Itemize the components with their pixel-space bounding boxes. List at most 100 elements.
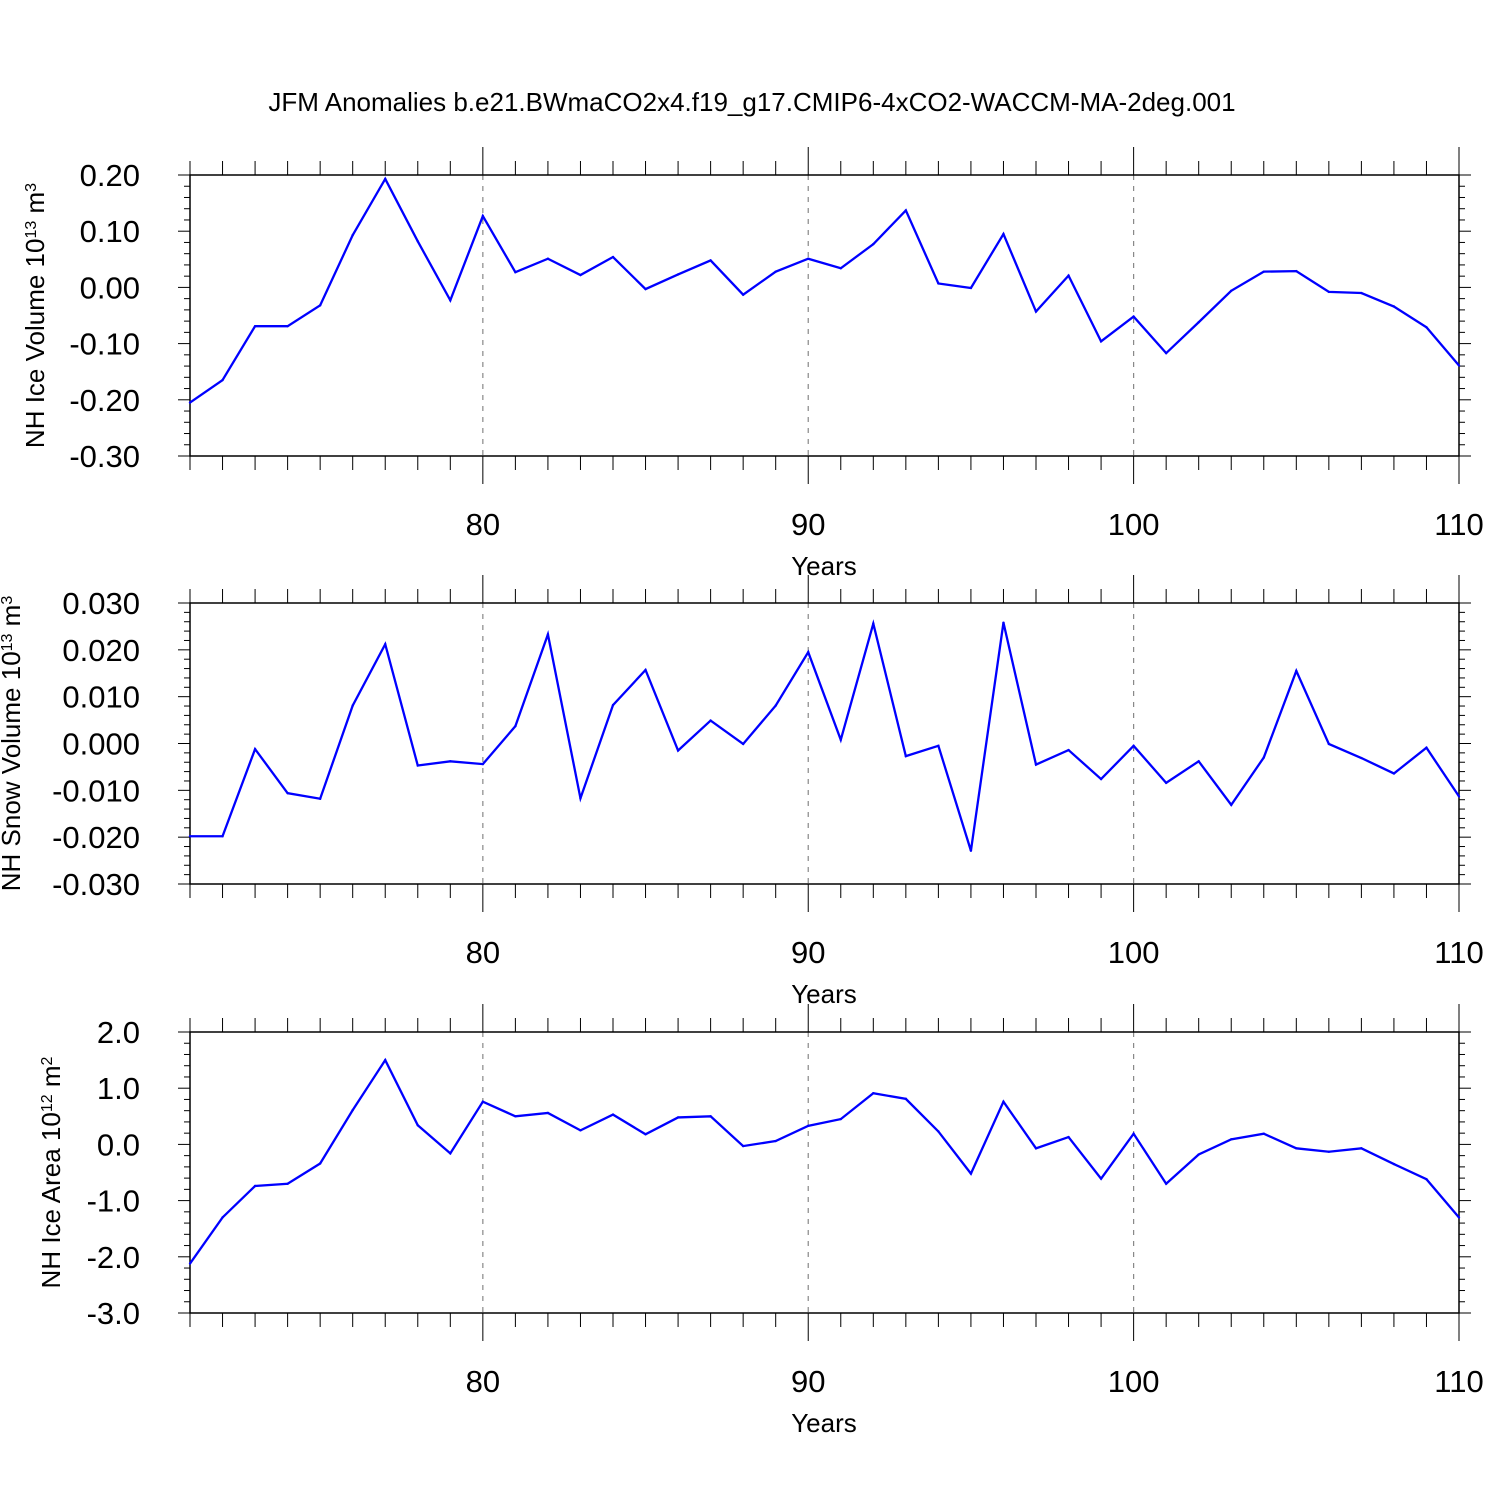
data-point	[774, 704, 777, 707]
data-point	[351, 704, 354, 707]
data-point	[1099, 340, 1103, 343]
data-point	[286, 791, 289, 795]
data-point	[579, 1129, 582, 1132]
y-tick-label: 0.010	[62, 680, 140, 715]
x-tick-label: 90	[791, 507, 825, 542]
y-tick-label: -0.10	[69, 327, 140, 362]
data-point	[1230, 803, 1233, 807]
data-point	[644, 287, 647, 291]
y-tick-label: -0.010	[52, 773, 140, 808]
series-line	[190, 619, 1460, 852]
data-point	[1067, 274, 1070, 277]
chart-panel-3: 80 90 100 110 Years -3.0 -2.0 -1.0 0.0 1.0 2.0 NH I…	[36, 1004, 1484, 1438]
y-tick-label: 0.10	[80, 214, 140, 249]
data-point	[253, 1184, 257, 1188]
data-point	[644, 1133, 647, 1136]
data-point	[741, 742, 745, 746]
data-point	[1034, 1147, 1038, 1150]
data-point	[221, 1216, 224, 1219]
data-point	[839, 267, 842, 270]
x-tick-label: 110	[1434, 935, 1483, 970]
data-point	[221, 378, 224, 382]
data-point	[774, 270, 777, 273]
plot-frame	[189, 174, 1460, 457]
data-point	[937, 282, 940, 285]
data-point	[1132, 744, 1135, 748]
data-point	[937, 1130, 940, 1133]
data-point	[1197, 760, 1200, 763]
data-point	[807, 650, 810, 654]
chart-panel-1: 80 90 100 110 Years -0.30 -0.20 -0.10 0.00 0.10 0.…	[20, 147, 1484, 581]
data-point	[1327, 290, 1331, 294]
y-tick-label: -1.0	[87, 1184, 140, 1219]
data-point	[872, 242, 875, 246]
x-axis-title: Years	[791, 1408, 857, 1438]
x-axis-title: Years	[791, 551, 857, 581]
data-point	[449, 1152, 452, 1155]
x-tick-label: 110	[1434, 1364, 1483, 1399]
data-point	[1262, 756, 1265, 759]
data-point	[481, 762, 485, 766]
data-point	[872, 622, 875, 625]
data-point	[1002, 232, 1005, 236]
x-tick-label: 90	[791, 1364, 825, 1399]
x-tick-label: 80	[466, 935, 500, 970]
data-point	[188, 401, 192, 404]
data-point	[807, 1124, 810, 1128]
data-point	[904, 209, 908, 212]
data-point	[709, 719, 712, 722]
data-point	[351, 1108, 354, 1112]
data-point	[579, 273, 582, 277]
data-point	[546, 633, 550, 636]
data-point	[839, 738, 842, 741]
data-point	[449, 760, 452, 763]
y-axis-title: NH Ice Area 1012 m2	[36, 1056, 66, 1288]
y-tick-label: 1.0	[97, 1071, 140, 1106]
data-point	[1002, 621, 1005, 624]
data-point	[1360, 1147, 1363, 1150]
data-point	[1067, 1135, 1070, 1139]
data-point	[904, 754, 908, 758]
data-point	[1392, 305, 1396, 308]
y-tick-label: -0.030	[52, 867, 140, 902]
data-point	[1457, 364, 1461, 367]
data-point	[253, 324, 257, 328]
data-point	[1295, 669, 1298, 673]
y-tick-label: 0.000	[62, 727, 140, 762]
x-axis-title: Years	[791, 979, 857, 1009]
data-point	[1164, 351, 1168, 355]
data-point	[1197, 321, 1200, 324]
data-point	[1099, 777, 1103, 781]
data-point	[1360, 756, 1363, 760]
data-point	[937, 744, 940, 748]
data-point	[1360, 291, 1363, 295]
data-point	[1425, 1178, 1428, 1181]
data-point	[872, 1092, 875, 1095]
data-point	[384, 643, 387, 646]
data-point	[1425, 326, 1428, 329]
data-point	[546, 257, 550, 260]
data-point	[676, 749, 680, 752]
y-axis-title: NH Snow Volume 1013 m3	[0, 596, 26, 892]
data-point	[1034, 763, 1038, 766]
data-point	[1099, 1177, 1103, 1180]
series-line	[189, 176, 1460, 404]
y-tick-label: 0.00	[80, 270, 140, 305]
x-tick-label: 110	[1434, 507, 1483, 542]
y-tick-label: 0.030	[62, 586, 140, 621]
data-point	[546, 1111, 550, 1115]
data-point	[351, 233, 354, 237]
x-tick-label: 80	[466, 507, 500, 542]
data-point	[318, 1162, 322, 1165]
data-point	[741, 1144, 745, 1148]
chart-panel-2: 80 90 100 110 Years -0.030 -0.020 -0.010 0.000 0.…	[0, 575, 1484, 1009]
data-point	[416, 1124, 419, 1127]
data-point	[611, 1113, 615, 1116]
y-tick-label: -0.20	[69, 383, 140, 418]
data-point	[611, 255, 615, 259]
data-point	[1002, 1100, 1005, 1103]
data-point	[514, 271, 517, 274]
data-point	[1262, 1132, 1265, 1135]
data-point	[1164, 1182, 1168, 1185]
data-point	[416, 240, 419, 243]
